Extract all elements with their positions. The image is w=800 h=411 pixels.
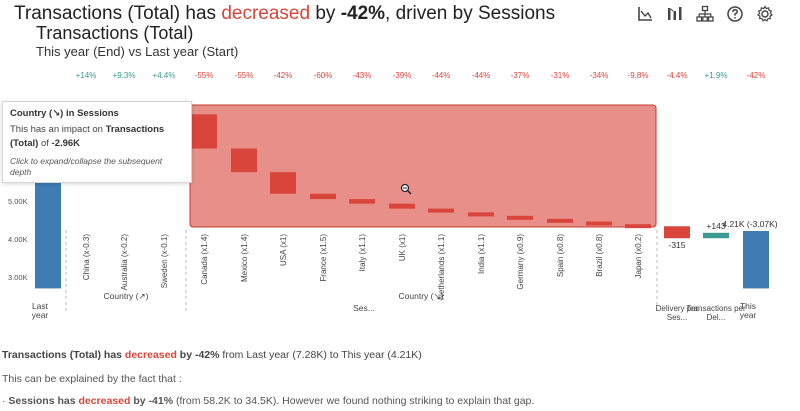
headline-mid: by (310, 3, 341, 24)
waterfall-bar (349, 199, 375, 204)
x-axis-label: Last (32, 301, 49, 311)
waterfall-bar (625, 224, 651, 229)
pct-label: -60% (314, 71, 333, 80)
x-axis-label: Canada (x1.4) (200, 234, 209, 285)
pct-label: -31% (551, 71, 570, 80)
pct-label: +14% (76, 71, 97, 80)
tooltip: Country (↘) in Sessions This has an impa… (2, 101, 192, 183)
x-axis-label: Del... (707, 313, 726, 322)
x-axis-label: Brazil (x0.8) (595, 234, 604, 277)
pct-label: +1.9% (705, 71, 728, 80)
chart-subtitle: This year (End) vs Last year (Start) (36, 44, 239, 59)
waterfall-bar (389, 203, 415, 209)
pct-label: -34% (590, 71, 609, 80)
x-axis-label: year (32, 310, 49, 320)
explanation-bullet: · Sessions has decreased by -41% (from 5… (2, 395, 535, 407)
x-axis-label: UK (x1) (398, 234, 407, 261)
value-label: +143 (706, 221, 725, 231)
pct-label: -55% (195, 71, 214, 80)
tooltip-line1: Country (↘) in Sessions (10, 108, 119, 119)
waterfall-bar (586, 221, 612, 226)
group-label: Country (↗) (104, 291, 149, 301)
pct-label: -9.8% (628, 71, 649, 80)
waterfall-bar (428, 208, 454, 213)
chart-toolbar (636, 5, 774, 23)
pct-label: -55% (235, 71, 254, 80)
value-label: 4.21K (-3.07K) (722, 219, 777, 229)
x-axis-label: China (x-0.3) (82, 234, 91, 281)
y-tick-label: 3.00K (8, 273, 28, 282)
chart-icon[interactable] (636, 5, 654, 23)
hierarchy-icon[interactable] (696, 5, 714, 23)
pct-label: +4.4% (153, 71, 176, 80)
x-axis-label: Australia (x-0.2) (120, 234, 129, 291)
x-axis-label: Japan (x0.2) (634, 234, 643, 279)
waterfall-bar (270, 172, 296, 194)
chart-title: Transactions (Total) (36, 23, 194, 43)
y-tick-label: 4.00K (8, 235, 28, 244)
headline-prefix: Transactions (Total) has (14, 3, 222, 24)
x-axis-label: Germany (x0.9) (516, 234, 525, 290)
x-axis-label: Ses... (667, 313, 687, 322)
x-axis-label: France (x1.5) (319, 234, 328, 282)
x-axis-label: Mexico (x1.4) (240, 234, 249, 282)
pct-label: -42% (274, 71, 293, 80)
waterfall-bar (664, 226, 690, 239)
tooltip-line2: This has an impact on Transactions (Tota… (10, 124, 165, 149)
pct-label: -43% (353, 71, 372, 80)
headline-pct: -42% (340, 3, 386, 24)
x-axis-label: Delivery per (656, 304, 699, 313)
highlight-region (189, 104, 657, 228)
waterfall-bar (507, 215, 533, 220)
x-axis-label: Italy (x1.1) (358, 234, 367, 272)
group-label: Ses... (353, 303, 375, 313)
pct-label: -44% (472, 71, 491, 80)
zoom-out-icon-handle (407, 190, 412, 195)
x-axis-label: USA (x1) (279, 234, 288, 266)
x-axis-label: Spain (x0.8) (556, 234, 565, 277)
pct-label: -42% (747, 71, 766, 80)
pct-label: -44% (432, 71, 451, 80)
waterfall-bar (743, 231, 769, 289)
x-axis-label: India (x1.1) (477, 234, 486, 274)
summary-sentence: Transactions (Total) has decreased by -4… (2, 349, 422, 361)
pct-label: -37% (511, 71, 530, 80)
tooltip-hint: Click to expand/collapse the subsequent … (10, 155, 163, 177)
insight-headline: Transactions (Total) has decreased by -4… (14, 3, 555, 25)
pct-label: +9.3% (113, 71, 136, 80)
waterfall-bar (547, 218, 573, 223)
y-tick-label: 5.00K (8, 197, 28, 206)
headline-verb: decreased (221, 3, 311, 24)
waterfall-bar (703, 232, 729, 239)
x-axis-label: year (740, 310, 757, 320)
waterfall-bar (468, 212, 494, 217)
value-label: -315 (668, 240, 685, 250)
waterfall-bar (231, 148, 257, 173)
explanation-intro: This can be explained by the fact that : (2, 373, 182, 385)
pct-label: -39% (393, 71, 412, 80)
bar-compare-icon[interactable] (666, 5, 684, 23)
x-axis-label: This (740, 301, 756, 311)
group-label: Country (↘) (399, 291, 444, 301)
x-axis-label: Sweden (x-0.1) (160, 234, 169, 289)
x-axis-label: Netherlands (x1.1) (437, 234, 446, 300)
headline-suffix: , driven by Sessions (385, 3, 556, 24)
gear-icon[interactable] (756, 5, 774, 23)
x-axis-label: Transactions per (686, 304, 746, 313)
waterfall-bar (191, 114, 217, 149)
waterfall-bar (310, 193, 336, 200)
pct-label: -4.4% (667, 71, 688, 80)
help-icon[interactable] (726, 5, 744, 23)
